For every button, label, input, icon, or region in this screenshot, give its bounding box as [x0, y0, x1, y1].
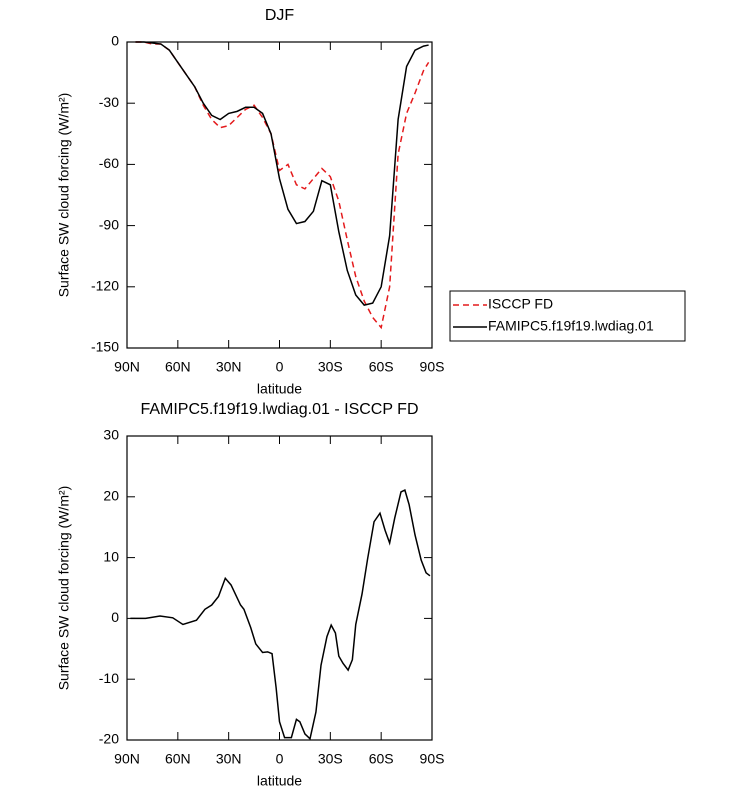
x-tick-label: 90S	[420, 751, 445, 767]
plot-frame	[126, 41, 433, 349]
y-tick-label: -60	[99, 155, 119, 171]
x-tick-label: 0	[276, 359, 284, 375]
x-tick-label: 30N	[216, 751, 242, 767]
plot-frame	[126, 435, 433, 741]
x-axis-label: latitude	[257, 381, 302, 397]
legend-box	[449, 290, 686, 342]
y-axis-label: Surface SW cloud forcing (W/m²)	[56, 93, 72, 298]
y-tick-label: -30	[99, 94, 119, 110]
x-tick-label: 90N	[114, 751, 140, 767]
data-line	[135, 41, 429, 306]
y-axis-label: Surface SW cloud forcing (W/m²)	[56, 486, 72, 691]
x-tick-label: 0	[276, 751, 284, 767]
legend-label: ISCCP FD	[488, 296, 553, 312]
y-tick-label: -150	[91, 339, 119, 355]
chart-title: FAMIPC5.f19f19.lwdiag.01 - ISCCP FD	[140, 401, 418, 418]
y-tick-label: -90	[99, 216, 119, 232]
x-tick-label: 30N	[216, 359, 242, 375]
y-tick-label: -120	[91, 278, 119, 294]
x-tick-label: 30S	[318, 359, 343, 375]
y-tick-label: 0	[111, 609, 119, 625]
y-tick-label: -20	[99, 731, 119, 747]
x-tick-label: 60S	[369, 359, 394, 375]
x-tick-label: 60N	[165, 751, 191, 767]
chart-title: DJF	[265, 7, 295, 24]
x-axis-label: latitude	[257, 773, 302, 789]
data-line	[135, 41, 430, 330]
legend-label: FAMIPC5.f19f19.lwdiag.01	[488, 318, 654, 334]
y-tick-label: 20	[103, 488, 119, 504]
y-tick-label: 30	[103, 427, 119, 443]
x-tick-label: 60S	[369, 751, 394, 767]
x-tick-label: 90S	[420, 359, 445, 375]
x-tick-label: 60N	[165, 359, 191, 375]
x-tick-label: 90N	[114, 359, 140, 375]
y-tick-label: 10	[103, 548, 119, 564]
y-tick-label: 0	[111, 33, 119, 49]
y-tick-label: -10	[99, 670, 119, 686]
x-tick-label: 30S	[318, 751, 343, 767]
data-line	[130, 489, 431, 741]
